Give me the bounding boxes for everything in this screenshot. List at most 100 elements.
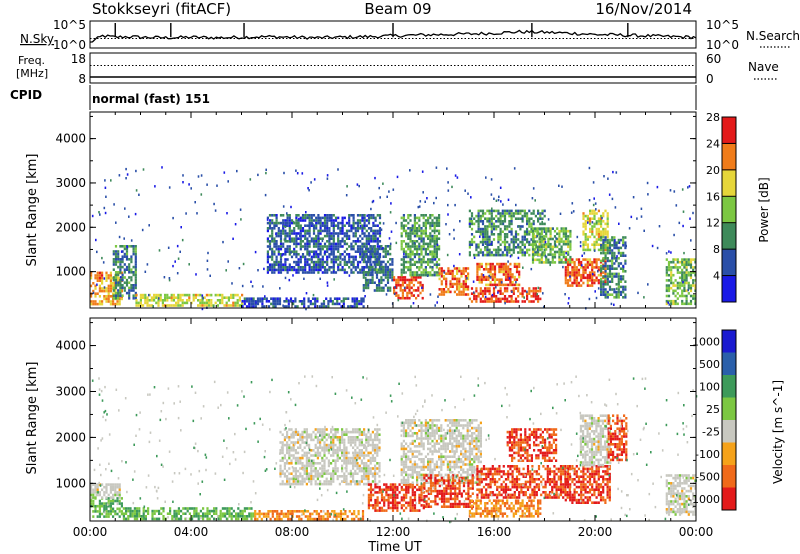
echo-cell bbox=[386, 286, 390, 290]
echo-cell bbox=[281, 254, 283, 257]
echo-cell bbox=[352, 467, 355, 470]
echo-cell bbox=[512, 240, 515, 244]
echo-cell bbox=[369, 258, 372, 261]
echo-cell bbox=[690, 239, 692, 242]
echo-cell bbox=[109, 276, 112, 280]
echo-cell bbox=[674, 279, 677, 282]
echo-cell bbox=[617, 285, 620, 289]
echo-cell bbox=[234, 293, 237, 297]
echo-cell bbox=[349, 436, 352, 439]
echo-cell bbox=[616, 255, 618, 258]
echo-cell bbox=[504, 283, 508, 287]
echo-cell bbox=[333, 278, 335, 281]
echo-cell bbox=[488, 240, 491, 244]
echo-cell bbox=[296, 172, 299, 175]
echo-cell bbox=[422, 245, 425, 248]
echo-cell bbox=[295, 260, 298, 264]
echo-cell bbox=[575, 271, 578, 274]
echo-cell bbox=[518, 262, 521, 266]
echo-cell bbox=[405, 232, 408, 235]
echo-cell bbox=[593, 217, 596, 220]
echo-cell bbox=[332, 438, 335, 442]
echo-cell bbox=[154, 185, 156, 188]
echo-cell bbox=[275, 216, 278, 220]
echo-cell bbox=[353, 300, 356, 303]
echo-cell bbox=[427, 247, 430, 251]
echo-cell bbox=[109, 279, 112, 282]
echo-cell bbox=[282, 268, 285, 272]
echo-cell bbox=[388, 237, 391, 240]
echo-cell bbox=[125, 265, 129, 269]
echo-cell bbox=[509, 268, 512, 271]
echo-cell bbox=[475, 289, 478, 293]
echo-cell bbox=[312, 227, 316, 230]
echo-cell bbox=[526, 297, 529, 301]
echo-cell bbox=[547, 253, 550, 256]
echo-cell bbox=[566, 266, 570, 269]
echo-cell bbox=[348, 237, 351, 240]
echo-cell bbox=[571, 271, 574, 274]
echo-cell bbox=[418, 219, 421, 222]
echo-cell bbox=[118, 493, 121, 497]
echo-cell bbox=[341, 253, 344, 256]
echo-cell bbox=[689, 286, 693, 290]
echo-cell bbox=[369, 245, 372, 248]
echo-cell bbox=[508, 209, 511, 213]
echo-cell bbox=[330, 250, 333, 253]
echo-cell bbox=[569, 232, 572, 236]
echo-cell bbox=[540, 253, 543, 256]
echo-cell bbox=[162, 517, 165, 521]
echo-cell bbox=[279, 266, 283, 269]
echo-cell bbox=[104, 186, 107, 189]
echo-cell bbox=[328, 268, 331, 272]
echo-cell bbox=[177, 296, 180, 299]
echo-cell bbox=[315, 250, 318, 253]
echo-cell bbox=[94, 276, 97, 280]
echo-cell bbox=[372, 260, 375, 264]
echo-cell bbox=[201, 301, 204, 305]
echo-cell bbox=[323, 242, 327, 246]
echo-cell bbox=[361, 510, 365, 513]
echo-cell bbox=[608, 275, 612, 278]
echo-cell bbox=[476, 275, 479, 279]
echo-cell bbox=[279, 459, 282, 462]
echo-cell bbox=[453, 275, 456, 278]
echo-cell bbox=[612, 170, 614, 174]
echo-cell bbox=[96, 302, 99, 306]
echo-cell bbox=[413, 214, 416, 217]
echo-cell bbox=[330, 436, 333, 439]
echo-cell bbox=[126, 246, 129, 249]
echo-cell bbox=[96, 493, 99, 497]
echo-cell bbox=[429, 273, 432, 277]
echo-cell bbox=[409, 258, 412, 261]
echo-cell bbox=[312, 266, 316, 269]
echo-cell bbox=[526, 290, 528, 293]
echo-cell bbox=[470, 220, 474, 223]
echo-cell bbox=[345, 451, 348, 455]
echo-cell bbox=[309, 302, 312, 306]
echo-cell bbox=[345, 271, 349, 274]
echo-cell bbox=[361, 227, 364, 230]
echo-cell bbox=[577, 271, 581, 274]
echo-cell bbox=[310, 475, 313, 478]
echo-cell bbox=[530, 225, 533, 228]
echo-cell bbox=[685, 302, 688, 306]
echo-cell bbox=[473, 235, 476, 239]
echo-cell bbox=[580, 276, 583, 280]
echo-cell bbox=[134, 245, 137, 248]
echo-cell bbox=[669, 189, 672, 192]
echo-cell bbox=[219, 517, 222, 521]
echo-cell bbox=[456, 282, 459, 286]
echo-cell bbox=[349, 482, 352, 486]
echo-cell bbox=[337, 515, 340, 518]
echo-cell bbox=[151, 517, 154, 521]
echo-cell bbox=[530, 300, 533, 303]
echo-cell bbox=[526, 251, 529, 254]
echo-cell bbox=[604, 227, 607, 231]
echo-cell bbox=[118, 499, 121, 503]
echo-cell bbox=[175, 509, 178, 513]
echo-cell bbox=[613, 288, 616, 291]
echo-cell bbox=[305, 307, 307, 311]
echo-cell bbox=[681, 258, 684, 261]
echo-cell bbox=[295, 255, 298, 259]
